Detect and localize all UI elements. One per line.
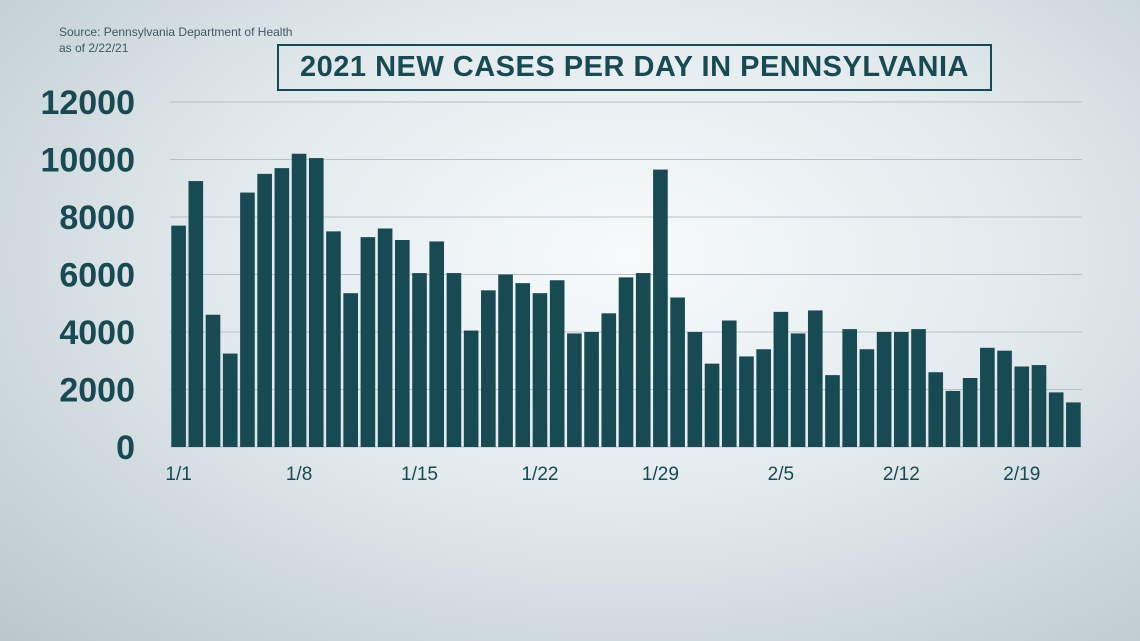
bar: [876, 332, 892, 447]
bar: [188, 181, 204, 447]
bar: [790, 333, 806, 447]
bar: [326, 231, 341, 447]
bar: [704, 363, 720, 447]
bar: [635, 273, 651, 447]
bar: [1048, 392, 1064, 447]
x-tick-label: 1/22: [521, 464, 558, 485]
as-of-date: as of 2/22/21: [59, 41, 129, 55]
bar: [240, 192, 255, 447]
bar: [653, 169, 668, 447]
bar: [222, 353, 238, 447]
bar: [429, 241, 445, 447]
bar: [481, 290, 496, 447]
bar: [377, 228, 393, 447]
bar: [911, 329, 926, 447]
x-tick-label: 1/8: [286, 464, 312, 485]
bar: [171, 225, 186, 447]
bar: [1066, 402, 1081, 447]
y-tick-label: 2000: [59, 372, 135, 410]
bar: [1014, 366, 1030, 447]
bar: [274, 168, 290, 447]
bar: [670, 297, 685, 447]
bar: [446, 273, 462, 447]
bar: [532, 293, 548, 447]
bar: [394, 240, 410, 447]
bar: [756, 349, 771, 447]
bar: [412, 273, 427, 447]
bar: [1031, 365, 1047, 447]
bar: [618, 277, 634, 447]
bar: [360, 237, 376, 447]
bar: [463, 330, 479, 447]
source-note: Source: Pennsylvania Department of Healt…: [59, 24, 292, 56]
bar: [291, 153, 307, 447]
bar: [515, 283, 531, 447]
y-tick-label: 8000: [59, 199, 135, 237]
bar: [584, 332, 599, 447]
bar: [498, 274, 513, 447]
x-tick-label: 2/19: [1003, 464, 1040, 485]
y-tick-label: 0: [116, 429, 135, 467]
bar: [567, 333, 582, 447]
x-tick-label: 2/12: [883, 464, 920, 485]
x-tick-label: 1/1: [165, 464, 191, 485]
source-line: Source: Pennsylvania Department of Healt…: [59, 25, 293, 39]
x-tick-label: 1/29: [642, 464, 679, 485]
chart-title: 2021 NEW CASES PER DAY IN PENNSYLVANIA: [277, 44, 992, 91]
bar: [205, 314, 221, 447]
bar: [687, 332, 703, 447]
y-tick-label: 10000: [40, 142, 135, 180]
y-tick-label: 6000: [59, 257, 135, 295]
bar: [945, 390, 961, 447]
bar: [549, 280, 565, 447]
bar: [980, 347, 995, 447]
x-tick-label: 2/5: [768, 464, 794, 485]
bar: [721, 320, 737, 447]
bar: [842, 329, 858, 447]
bar: [343, 293, 358, 447]
bar: [601, 313, 617, 447]
bar: [739, 356, 754, 447]
bar: [807, 310, 823, 447]
bar: [997, 350, 1012, 447]
y-tick-label: 4000: [59, 314, 135, 352]
bar: [894, 332, 909, 447]
bar: [308, 158, 324, 447]
bar: [962, 378, 978, 447]
bar: [257, 173, 272, 447]
y-tick-label: 12000: [40, 84, 135, 122]
bar: [928, 372, 944, 447]
bar: [859, 349, 875, 447]
bar: [773, 311, 789, 447]
bar: [825, 375, 840, 447]
x-tick-label: 1/15: [401, 464, 438, 485]
